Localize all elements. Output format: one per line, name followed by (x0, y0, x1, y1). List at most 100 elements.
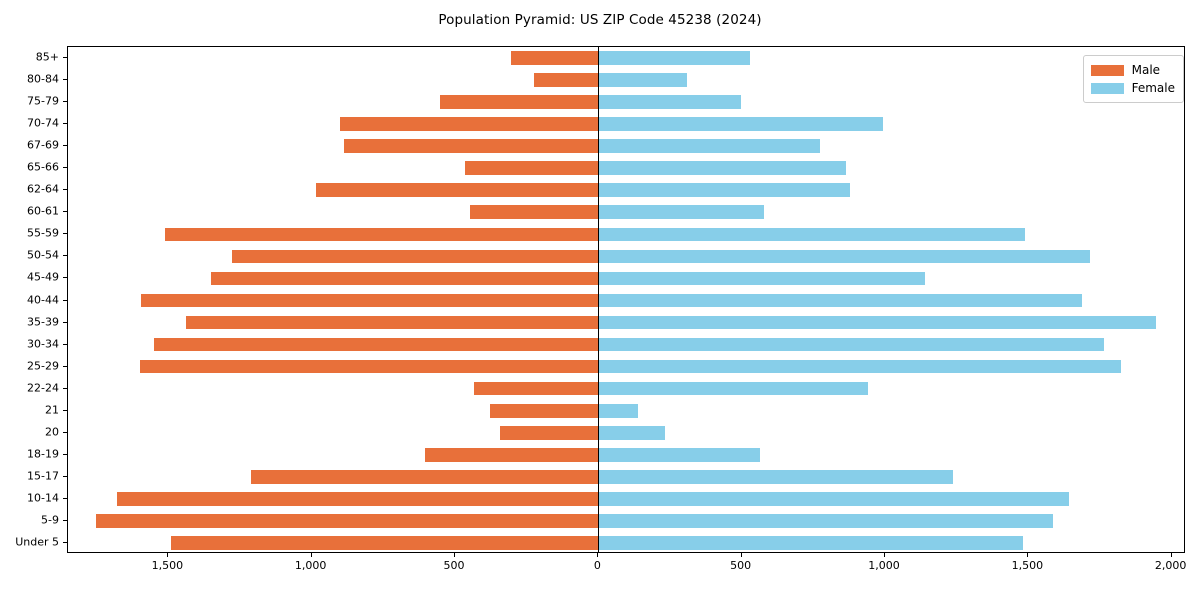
pyramid-row (68, 293, 1184, 308)
bar-female-20 (598, 425, 665, 440)
x-axis-tick-label: 500 (443, 559, 465, 572)
y-axis-tick (63, 123, 67, 125)
y-axis-tick-label: 21 (45, 403, 59, 417)
y-axis-tick (63, 343, 67, 345)
bar-male-18-19 (425, 447, 599, 462)
bar-female-22-24 (598, 381, 868, 396)
pyramid-row (68, 492, 1184, 506)
bar-female-70-74 (598, 117, 883, 131)
bar-male-75-79 (440, 95, 599, 109)
legend-swatch-female (1090, 82, 1124, 94)
bar-male-21 (489, 403, 599, 418)
legend-item-female[interactable]: Female (1090, 79, 1175, 97)
pyramid-row (68, 359, 1184, 374)
pyramid-row (68, 95, 1184, 109)
bar-male-30-34 (154, 337, 599, 352)
y-axis-tick (63, 519, 67, 521)
bar-male-35-39 (185, 315, 599, 330)
pyramid-row (68, 381, 1184, 396)
pyramid-row (68, 315, 1184, 330)
pyramid-row (68, 337, 1184, 352)
y-axis-tick (63, 255, 67, 257)
bar-male-65-66 (464, 161, 599, 176)
y-axis-tick (63, 233, 67, 235)
bar-male-20 (499, 425, 599, 440)
bar-male-62-64 (315, 183, 599, 198)
x-axis-tick (597, 553, 599, 557)
y-axis-tick-label: Under 5 (15, 535, 59, 549)
x-axis-tick (310, 553, 312, 557)
y-axis-tick (63, 431, 67, 433)
bar-male-50-54 (231, 249, 599, 264)
y-axis-tick (63, 409, 67, 411)
bar-female-67-69 (598, 139, 820, 154)
pyramid-row (68, 205, 1184, 220)
y-axis-tick-label: 20 (45, 425, 59, 439)
bar-female-25-29 (598, 359, 1121, 374)
y-axis-tick-label: 35-39 (27, 315, 59, 329)
pyramid-row (68, 536, 1184, 550)
x-axis-tick (884, 553, 885, 557)
bar-female-40-44 (598, 293, 1082, 308)
legend-label-female: Female (1131, 81, 1175, 95)
bar-female-85- (598, 51, 750, 65)
bar-female-80-84 (598, 73, 688, 87)
y-axis-tick (63, 189, 67, 191)
x-axis-tick-label: 2,000 (1154, 559, 1187, 572)
x-axis-tick-label: 1,000 (294, 559, 327, 572)
bar-male-67-69 (344, 139, 599, 154)
y-axis-tick-label: 5-9 (41, 513, 59, 527)
pyramid-row (68, 425, 1184, 440)
legend-item-male[interactable]: Male (1090, 61, 1175, 79)
x-axis-tick (454, 553, 455, 557)
y-axis-tick (63, 277, 67, 279)
y-axis-tick (63, 475, 67, 477)
bar-female-55-59 (598, 227, 1025, 242)
pyramid-row (68, 249, 1184, 264)
bar-female-75-79 (598, 95, 742, 109)
y-axis-tick (63, 101, 67, 103)
bar-female-30-34 (598, 337, 1105, 352)
x-axis-tick-label: 500 (730, 559, 752, 572)
pyramid-row (68, 271, 1184, 286)
bar-female-60-61 (598, 205, 765, 220)
pyramid-row (68, 51, 1184, 65)
legend-label-male: Male (1131, 63, 1161, 77)
y-axis-tick-label: 67-69 (27, 138, 59, 152)
page-title: Population Pyramid: US ZIP Code 45238 (2… (438, 12, 762, 28)
y-axis-tick-label: 25-29 (27, 359, 59, 373)
y-axis-tick (63, 211, 67, 213)
y-axis-tick-label: 50-54 (27, 248, 59, 262)
y-axis-tick-label: 10-14 (27, 491, 59, 505)
pyramid-row (68, 117, 1184, 131)
x-axis-tick-label: 1,000 (868, 559, 900, 572)
y-axis-tick (63, 299, 67, 301)
pyramid-row (68, 227, 1184, 242)
bar-male-45-49 (211, 271, 599, 286)
bar-female-under-5 (598, 536, 1024, 550)
y-axis-tick-label: 62-64 (27, 182, 59, 196)
y-axis-tick-label: 45-49 (27, 270, 59, 284)
chart-legend: Male Female (1082, 55, 1184, 103)
y-axis-tick (63, 79, 67, 81)
x-axis-tick (167, 553, 169, 557)
bar-male-under-5 (171, 536, 599, 550)
bars-layer (68, 47, 1184, 552)
y-axis-tick (63, 497, 67, 499)
bar-male-60-61 (470, 205, 599, 220)
bar-female-50-54 (598, 249, 1090, 264)
y-axis-tick-label: 75-79 (27, 94, 59, 108)
bar-male-70-74 (340, 117, 599, 131)
y-axis-tick (63, 321, 67, 323)
bar-male-10-14 (117, 492, 599, 506)
bar-female-18-19 (598, 447, 760, 462)
y-axis-tick-label: 40-44 (27, 293, 59, 306)
pyramid-row (68, 139, 1184, 154)
y-axis-tick-label: 85+ (35, 50, 59, 64)
x-axis-tick-label: 1,500 (1011, 559, 1044, 572)
bar-female-65-66 (598, 161, 846, 176)
bar-female-5-9 (598, 514, 1053, 528)
bar-male-15-17 (250, 470, 599, 484)
y-axis-tick-label: 65-66 (27, 160, 59, 174)
